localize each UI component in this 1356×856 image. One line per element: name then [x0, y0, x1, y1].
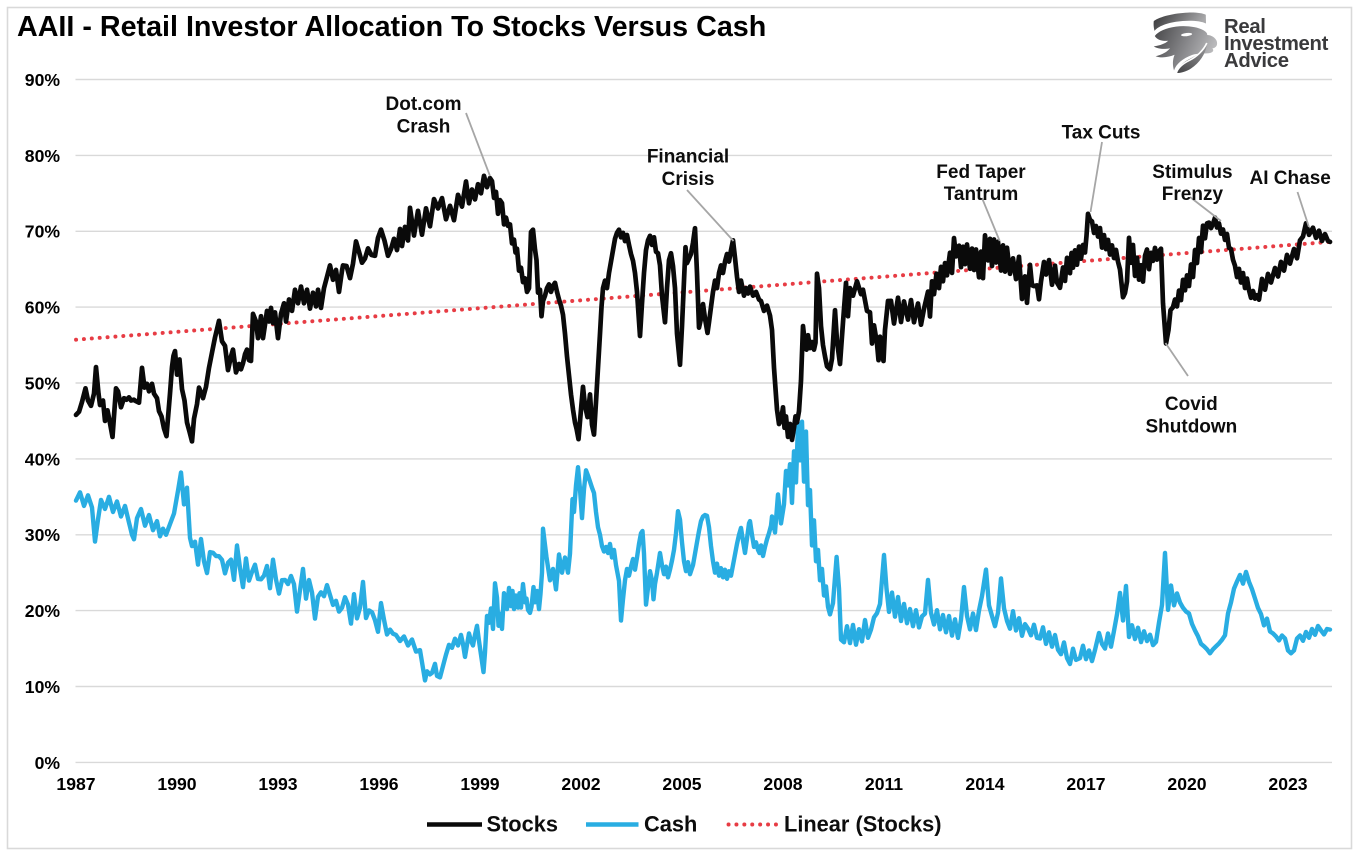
svg-text:2005: 2005 — [662, 774, 701, 794]
svg-text:Financial: Financial — [647, 147, 729, 168]
svg-text:20%: 20% — [25, 601, 61, 621]
svg-text:Real: Real — [1224, 16, 1266, 38]
svg-text:Crash: Crash — [397, 116, 451, 137]
svg-text:40%: 40% — [25, 449, 61, 469]
svg-text:Linear (Stocks): Linear (Stocks) — [784, 812, 941, 837]
svg-text:1999: 1999 — [460, 774, 499, 794]
svg-text:Covid: Covid — [1165, 394, 1218, 415]
svg-text:1990: 1990 — [157, 774, 196, 794]
svg-text:2023: 2023 — [1268, 774, 1307, 794]
svg-text:Crisis: Crisis — [662, 169, 715, 190]
svg-text:1993: 1993 — [258, 774, 297, 794]
svg-text:1987: 1987 — [56, 774, 95, 794]
svg-text:80%: 80% — [25, 146, 61, 166]
svg-text:2011: 2011 — [865, 774, 903, 794]
svg-text:Fed Taper: Fed Taper — [936, 162, 1026, 183]
svg-text:2017: 2017 — [1066, 774, 1105, 794]
svg-text:70%: 70% — [25, 222, 61, 242]
svg-text:Cash: Cash — [644, 812, 697, 837]
svg-text:Tax Cuts: Tax Cuts — [1062, 123, 1141, 144]
svg-text:2008: 2008 — [763, 774, 802, 794]
svg-text:60%: 60% — [25, 298, 61, 318]
svg-text:Stocks: Stocks — [487, 812, 558, 837]
svg-text:Stimulus: Stimulus — [1152, 162, 1232, 183]
svg-text:2014: 2014 — [965, 774, 1004, 794]
svg-text:2020: 2020 — [1167, 774, 1206, 794]
svg-text:Investment: Investment — [1224, 33, 1329, 55]
svg-text:30%: 30% — [25, 525, 61, 545]
svg-text:AAII - Retail Investor Allocat: AAII - Retail Investor Allocation To Sto… — [17, 11, 766, 43]
svg-text:90%: 90% — [25, 70, 61, 90]
svg-text:1996: 1996 — [359, 774, 398, 794]
svg-text:Tantrum: Tantrum — [944, 184, 1019, 205]
svg-text:AI Chase: AI Chase — [1250, 168, 1331, 189]
svg-text:50%: 50% — [25, 373, 61, 393]
svg-text:10%: 10% — [25, 677, 61, 697]
svg-text:0%: 0% — [35, 753, 61, 773]
svg-text:2002: 2002 — [561, 774, 600, 794]
svg-text:Frenzy: Frenzy — [1162, 184, 1224, 205]
svg-text:Dot.com: Dot.com — [386, 94, 462, 115]
svg-text:Advice: Advice — [1224, 50, 1289, 72]
svg-text:Shutdown: Shutdown — [1145, 416, 1237, 437]
